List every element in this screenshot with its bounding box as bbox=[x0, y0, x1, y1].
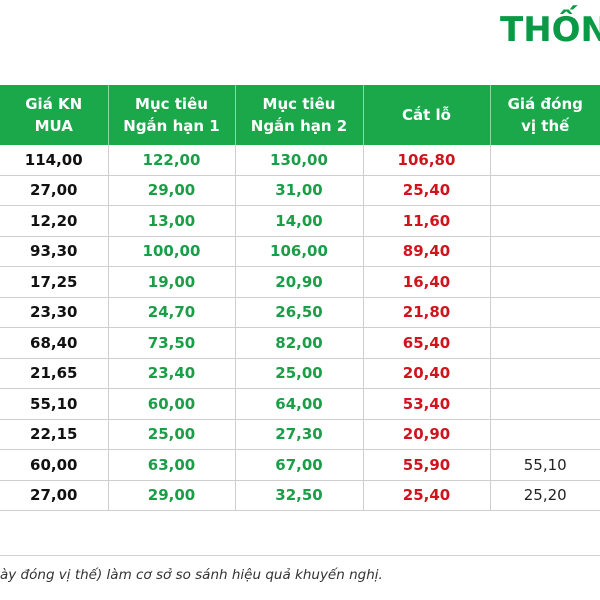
target-2-cell: 130,00 bbox=[235, 145, 364, 176]
close-price-cell bbox=[490, 175, 600, 206]
buy-price-cell: 60,00 bbox=[0, 449, 109, 481]
stop-loss-cell: 55,90 bbox=[363, 449, 491, 481]
stop-loss-cell: 21,80 bbox=[363, 297, 491, 328]
close-price-cell bbox=[490, 205, 600, 237]
header-label: Giá KN bbox=[25, 95, 83, 113]
target-1-cell: 19,00 bbox=[108, 266, 236, 298]
footnote: ày đóng vị thế) làm cơ sở so sánh hiệu q… bbox=[0, 567, 383, 583]
stop-loss-cell: 25,40 bbox=[363, 480, 491, 511]
stop-loss-cell: 20,40 bbox=[363, 358, 491, 389]
header-label: Giá đóng bbox=[507, 95, 583, 113]
table-row: 17,25 19,00 20,90 16,40 bbox=[0, 266, 600, 298]
target-2-cell: 82,00 bbox=[235, 327, 364, 359]
buy-price-cell: 55,10 bbox=[0, 388, 109, 420]
target-1-cell: 100,00 bbox=[108, 236, 236, 267]
close-price-cell bbox=[490, 419, 600, 450]
table-row: 55,10 60,00 64,00 53,40 bbox=[0, 388, 600, 420]
table-row: 93,30 100,00 106,00 89,40 bbox=[0, 236, 600, 267]
buy-price-cell: 22,15 bbox=[0, 419, 109, 450]
header-row: Giá KN MUA Mục tiêu Ngắn hạn 1 Mục tiêu Ngắn … bbox=[0, 85, 600, 145]
header-label: vị thế bbox=[521, 117, 570, 135]
stop-loss-cell: 65,40 bbox=[363, 327, 491, 359]
buy-price-cell: 68,40 bbox=[0, 327, 109, 359]
stop-loss-cell: 106,80 bbox=[363, 145, 491, 176]
stop-loss-cell: 53,40 bbox=[363, 388, 491, 420]
header-label: Ngắn hạn 2 bbox=[250, 117, 348, 135]
close-price-cell bbox=[490, 145, 600, 176]
header-label: MUA bbox=[34, 117, 73, 135]
header-label: Ngắn hạn 1 bbox=[123, 117, 220, 135]
stop-loss-cell: 11,60 bbox=[363, 205, 491, 237]
page-title: THỐN bbox=[500, 10, 600, 50]
target-2-cell: 32,50 bbox=[235, 480, 364, 511]
target-2-cell: 27,30 bbox=[235, 419, 364, 450]
target-1-cell: 13,00 bbox=[108, 205, 236, 237]
close-price-cell: 55,10 bbox=[490, 449, 600, 481]
target-1-cell: 29,00 bbox=[108, 175, 236, 206]
close-price-cell bbox=[490, 236, 600, 267]
target-1-cell: 73,50 bbox=[108, 327, 236, 359]
table-row: 21,65 23,40 25,00 20,40 bbox=[0, 358, 600, 389]
stop-loss-cell: 16,40 bbox=[363, 266, 491, 298]
table-row: 22,15 25,00 27,30 20,90 bbox=[0, 419, 600, 450]
close-price-cell bbox=[490, 388, 600, 420]
header-label: Cắt lỗ bbox=[402, 106, 451, 124]
buy-price-cell: 23,30 bbox=[0, 297, 109, 328]
close-price-cell bbox=[490, 358, 600, 389]
close-price-cell bbox=[490, 297, 600, 328]
buy-price-cell: 93,30 bbox=[0, 236, 109, 267]
header-stop-loss: Cắt lỗ bbox=[363, 85, 491, 145]
target-2-cell: 14,00 bbox=[235, 205, 364, 237]
buy-price-cell: 12,20 bbox=[0, 205, 109, 237]
buy-price-cell: 114,00 bbox=[0, 145, 109, 176]
target-1-cell: 24,70 bbox=[108, 297, 236, 328]
table-row: 27,00 29,00 31,00 25,40 bbox=[0, 175, 600, 206]
buy-price-cell: 21,65 bbox=[0, 358, 109, 389]
close-price-cell bbox=[490, 266, 600, 298]
target-2-cell: 67,00 bbox=[235, 449, 364, 481]
header-label: Mục tiêu bbox=[135, 95, 208, 113]
recommendation-table: Giá KN MUA Mục tiêu Ngắn hạn 1 Mục tiêu Ngắn … bbox=[0, 85, 600, 511]
close-price-cell bbox=[490, 327, 600, 359]
target-1-cell: 29,00 bbox=[108, 480, 236, 511]
header-close-price: Giá đóng vị thế bbox=[490, 85, 600, 145]
header-target-2: Mục tiêu Ngắn hạn 2 bbox=[235, 85, 364, 145]
target-1-cell: 122,00 bbox=[108, 145, 236, 176]
target-2-cell: 25,00 bbox=[235, 358, 364, 389]
target-2-cell: 26,50 bbox=[235, 297, 364, 328]
buy-price-cell: 27,00 bbox=[0, 175, 109, 206]
header-buy-price: Giá KN MUA bbox=[0, 85, 109, 145]
buy-price-cell: 27,00 bbox=[0, 480, 109, 511]
target-2-cell: 20,90 bbox=[235, 266, 364, 298]
target-1-cell: 23,40 bbox=[108, 358, 236, 389]
header-label: Mục tiêu bbox=[262, 95, 336, 113]
target-1-cell: 63,00 bbox=[108, 449, 236, 481]
stop-loss-cell: 25,40 bbox=[363, 175, 491, 206]
stop-loss-cell: 89,40 bbox=[363, 236, 491, 267]
table-row: 114,00 122,00 130,00 106,80 bbox=[0, 145, 600, 176]
table-row: 12,20 13,00 14,00 11,60 bbox=[0, 205, 600, 237]
header-target-1: Mục tiêu Ngắn hạn 1 bbox=[108, 85, 236, 145]
divider bbox=[0, 555, 600, 556]
table-body: 114,00 122,00 130,00 106,80 27,00 29,00 31,00 2… bbox=[0, 145, 600, 511]
target-1-cell: 25,00 bbox=[108, 419, 236, 450]
target-2-cell: 106,00 bbox=[235, 236, 364, 267]
buy-price-cell: 17,25 bbox=[0, 266, 109, 298]
target-2-cell: 64,00 bbox=[235, 388, 364, 420]
table-row: 60,00 63,00 67,00 55,90 55,10 bbox=[0, 449, 600, 481]
target-1-cell: 60,00 bbox=[108, 388, 236, 420]
target-2-cell: 31,00 bbox=[235, 175, 364, 206]
table-header: Giá KN MUA Mục tiêu Ngắn hạn 1 Mục tiêu Ngắn … bbox=[0, 85, 600, 145]
table-row: 23,30 24,70 26,50 21,80 bbox=[0, 297, 600, 328]
table-row: 27,00 29,00 32,50 25,40 25,20 bbox=[0, 480, 600, 511]
table-row: 68,40 73,50 82,00 65,40 bbox=[0, 327, 600, 359]
stop-loss-cell: 20,90 bbox=[363, 419, 491, 450]
close-price-cell: 25,20 bbox=[490, 480, 600, 511]
